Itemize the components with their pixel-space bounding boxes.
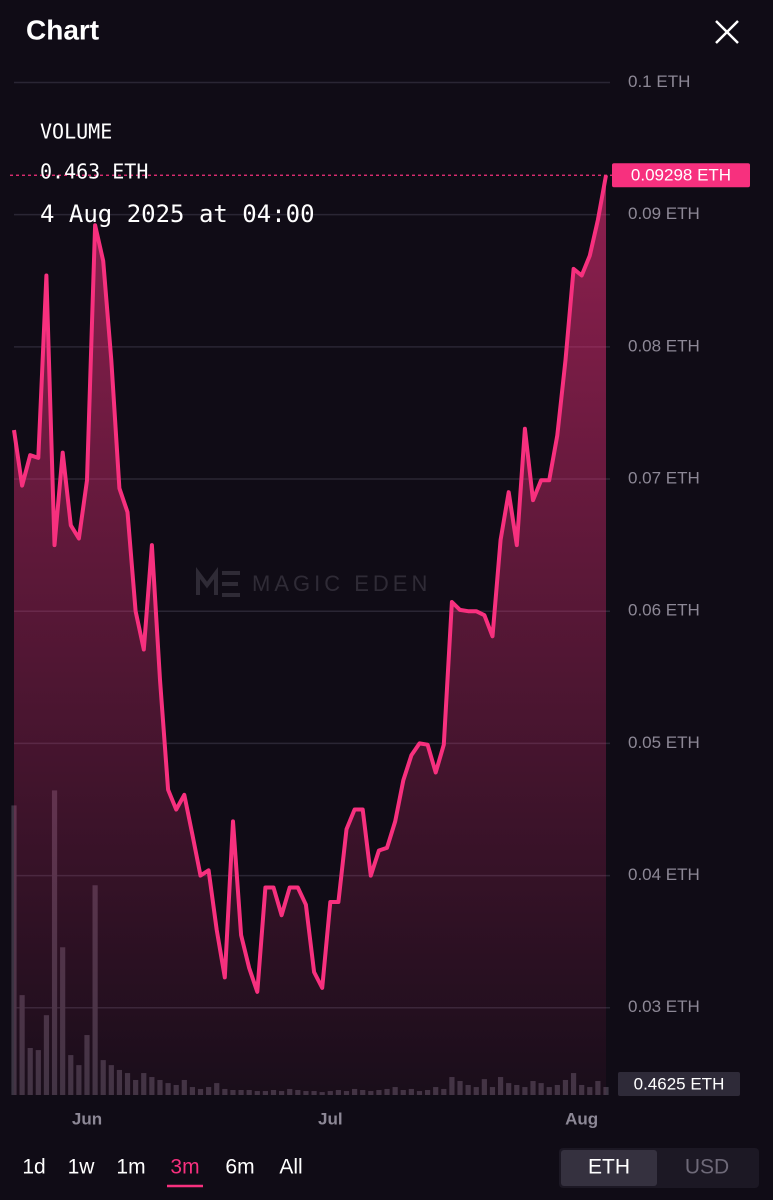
y-tick-label: 0.06 ETH — [628, 601, 700, 620]
y-tick-label: 0.09 ETH — [628, 204, 700, 223]
range-button[interactable]: 6m — [225, 1156, 254, 1179]
close-button[interactable] — [706, 12, 746, 52]
current-price-badge — [612, 163, 750, 188]
close-icon — [715, 20, 739, 44]
range-button[interactable]: 3m — [170, 1156, 199, 1179]
controls: 1d 1w 1m 3m 6m All ETH USD — [22, 1148, 759, 1188]
x-tick-label: Jun — [72, 1109, 102, 1128]
plot: 0.09298 ETH 0.4625 ETH — [10, 163, 750, 1096]
y-tick-label: 0.07 ETH — [628, 469, 700, 488]
price-area — [14, 175, 606, 1096]
screen-title: Chart — [26, 14, 99, 45]
price-line — [12, 174, 608, 994]
current-price-label: 0.09298 ETH — [631, 166, 731, 185]
currency-active-bg — [561, 1150, 657, 1186]
current-volume-badge — [618, 1072, 740, 1096]
y-tick-label: 0.04 ETH — [628, 865, 700, 884]
tooltip-time: 4 Aug 2025 at 04:00 — [40, 200, 315, 228]
currency-button[interactable]: ETH — [588, 1156, 630, 1179]
watermark-text: MAGIC EDEN — [252, 571, 431, 596]
range-button[interactable]: 1m — [116, 1156, 145, 1179]
tooltip-value: 0.463 ETH — [40, 160, 148, 184]
range-button[interactable]: 1w — [68, 1156, 96, 1179]
tooltip-label: VOLUME — [40, 120, 112, 144]
currency-button[interactable]: USD — [685, 1156, 729, 1179]
range-button[interactable]: 1d — [22, 1156, 45, 1179]
y-tick-label: 0.08 ETH — [628, 336, 700, 355]
watermark-logo — [196, 567, 240, 597]
y-tick-label: 0.03 ETH — [628, 997, 700, 1016]
x-tick-label: Aug — [565, 1109, 598, 1128]
watermark: MAGIC EDEN — [196, 567, 431, 597]
y-tick-label: 0.05 ETH — [628, 733, 700, 752]
volume-bar — [11, 805, 17, 1095]
y-tick-label: 0.1 ETH — [628, 72, 690, 91]
current-volume-label: 0.4625 ETH — [634, 1074, 725, 1093]
range-button[interactable]: All — [279, 1156, 302, 1179]
x-tick-label: Jul — [318, 1109, 343, 1128]
